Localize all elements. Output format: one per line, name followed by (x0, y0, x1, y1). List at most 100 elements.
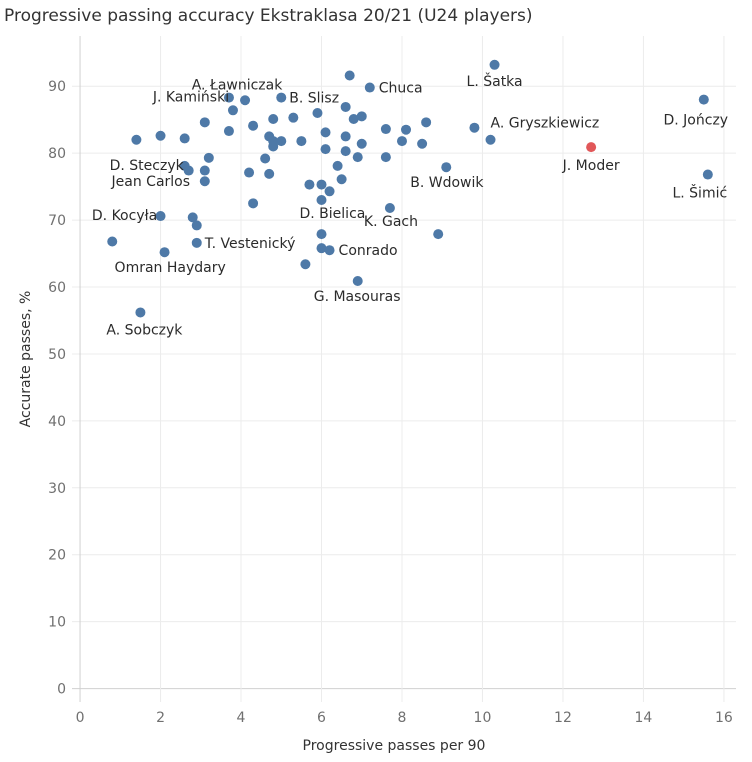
data-point (131, 134, 142, 145)
data-point (344, 70, 355, 81)
data-point (356, 138, 367, 149)
y-tick-label: 80 (48, 146, 66, 162)
data-point (352, 152, 363, 163)
point-label: J. Kamiński (152, 89, 229, 105)
data-point (356, 111, 367, 122)
point-label: D. Kocyła (92, 208, 157, 224)
x-tick-label: 12 (554, 710, 572, 726)
data-point (698, 94, 709, 105)
data-point (441, 162, 452, 173)
x-tick-label: 6 (317, 710, 326, 726)
data-point (485, 134, 496, 145)
data-point (316, 179, 327, 190)
data-point (316, 229, 327, 240)
point-label: L. Šimić (672, 184, 727, 202)
y-tick-label: 60 (48, 280, 66, 296)
x-tick-label: 8 (398, 710, 407, 726)
data-point (324, 186, 335, 197)
data-point (159, 247, 170, 258)
point-label: A. Ławniczak (192, 77, 284, 93)
point-layer (107, 59, 713, 318)
data-point (364, 82, 375, 93)
data-point (183, 165, 194, 176)
data-point (417, 138, 428, 149)
label-layer: A. Sobczyk D. Kocyła Omran Haydary D. Stecz… (92, 72, 728, 339)
y-tick-label: 30 (48, 481, 66, 497)
x-tick-label: 0 (76, 710, 85, 726)
x-tick-label: 10 (474, 710, 492, 726)
data-point (203, 152, 214, 163)
data-point (320, 127, 331, 138)
y-axis-title: Accurate passes, % (18, 291, 34, 428)
y-tick-label: 90 (48, 79, 66, 95)
data-point (223, 92, 234, 103)
point-label: B. Wdowik (410, 175, 484, 191)
data-point (107, 236, 118, 247)
data-point (320, 144, 331, 155)
data-point (340, 131, 351, 142)
data-point (352, 275, 363, 286)
data-point (155, 130, 166, 141)
data-point (179, 133, 190, 144)
data-point (268, 141, 279, 152)
data-point (316, 194, 327, 205)
y-tick-label: 50 (48, 347, 66, 363)
data-point (332, 160, 343, 171)
data-point (268, 113, 279, 124)
data-point (199, 165, 210, 176)
data-point (244, 167, 255, 178)
data-point (380, 152, 391, 163)
data-point (260, 153, 271, 164)
data-point (223, 126, 234, 137)
data-point (199, 117, 210, 128)
point-label: Jean Carlos (111, 174, 191, 190)
chart-title: Progressive passing accuracy Ekstraklasa… (4, 6, 533, 26)
data-point (191, 237, 202, 248)
point-label: D. Steczyk (110, 158, 185, 174)
x-tick-label: 2 (156, 710, 165, 726)
data-point (316, 243, 327, 254)
point-label: A. Sobczyk (106, 322, 183, 338)
data-point (340, 146, 351, 157)
data-point (300, 259, 311, 270)
data-point (248, 198, 259, 209)
data-point (227, 105, 238, 116)
data-point (340, 101, 351, 112)
y-tick-label: 40 (48, 414, 66, 430)
data-point (433, 229, 444, 240)
y-tick-label: 10 (48, 615, 66, 631)
data-point (348, 113, 359, 124)
y-tick-label: 20 (48, 548, 66, 564)
highlighted-data-point (586, 142, 597, 153)
point-label: A. Gryszkiewicz (491, 116, 600, 132)
data-point (276, 136, 287, 147)
data-point (187, 212, 198, 223)
point-label: Chuca (379, 81, 423, 97)
y-tick-label: 0 (57, 682, 66, 698)
y-tick-label: 70 (48, 213, 66, 229)
data-point (401, 124, 412, 135)
data-point (155, 211, 166, 222)
point-label: L. Šatka (467, 72, 523, 90)
point-label: D. Bielica (300, 206, 366, 222)
data-point (248, 120, 259, 131)
grid-layer (72, 36, 736, 702)
data-point (288, 112, 299, 123)
x-tick-label: 14 (635, 710, 653, 726)
point-label: K. Gach (364, 214, 418, 230)
point-label: T. Vestenický (204, 236, 296, 252)
x-tick-label: 4 (237, 710, 246, 726)
point-label: Omran Haydary (115, 260, 226, 276)
data-point (264, 168, 275, 179)
data-point (380, 124, 391, 135)
data-point (489, 59, 500, 70)
data-point (396, 136, 407, 147)
point-label: Conrado (339, 243, 398, 259)
data-point (421, 117, 432, 128)
data-point (469, 122, 480, 133)
data-point (384, 203, 395, 214)
data-point (336, 174, 347, 185)
data-point (702, 169, 713, 180)
tick-layer: 0 10 20 30 40 50 60 70 80 90 0 2 4 6 8 10 12 14 16 (48, 79, 733, 726)
